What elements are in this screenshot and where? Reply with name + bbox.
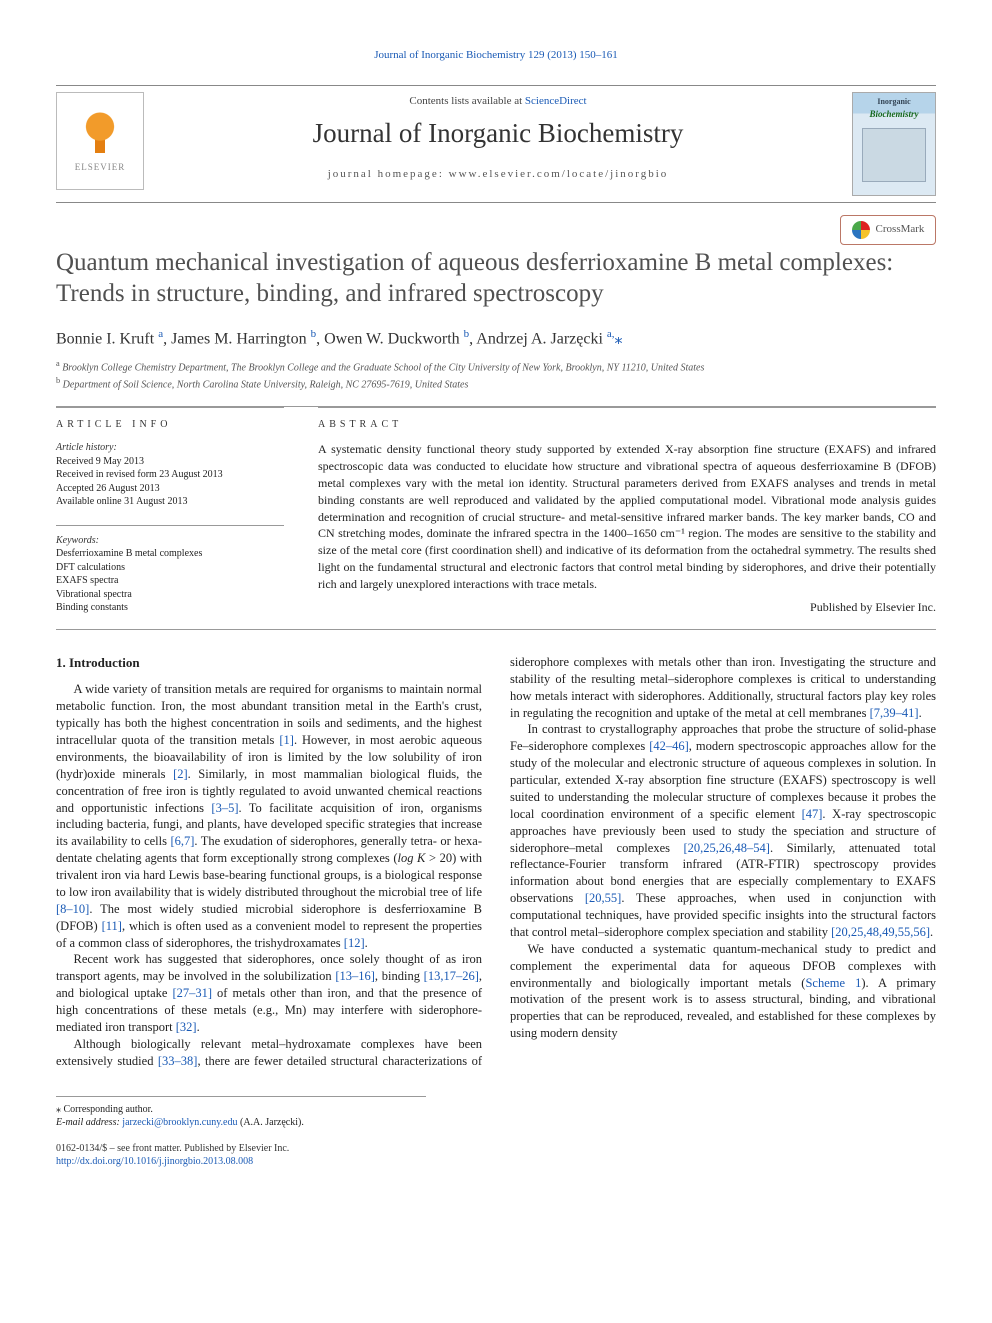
affiliation-b: b Department of Soil Science, North Caro… <box>56 375 936 392</box>
contents-line: Contents lists available at ScienceDirec… <box>154 94 842 109</box>
affil-link-b[interactable]: b <box>311 328 317 340</box>
scheme-link[interactable]: Scheme 1 <box>805 976 861 990</box>
cover-line-2: Biochemistry <box>870 108 919 120</box>
affil-link-a-2[interactable]: a, <box>607 328 615 340</box>
crossmark-label: CrossMark <box>876 222 925 237</box>
ref-link[interactable]: [33–38] <box>158 1054 198 1068</box>
ref-link[interactable]: [3–5] <box>211 801 238 815</box>
running-header-journal: Journal of Inorganic Biochemistry <box>374 49 525 61</box>
cover-line-1: Inorganic <box>877 97 910 108</box>
abstract-column: abstract A systematic density functional… <box>318 407 936 615</box>
affil-link-b-2[interactable]: b <box>464 328 470 340</box>
section-heading-introduction: 1. Introduction <box>56 654 482 672</box>
journal-cover-thumb: Inorganic Biochemistry <box>852 92 936 196</box>
keywords-label: Keywords: <box>56 534 284 548</box>
intro-paragraph-5: We have conducted a systematic quantum-m… <box>510 941 936 1042</box>
ref-link[interactable]: [42–46] <box>649 739 689 753</box>
footnotes: ⁎ Corresponding author. E-mail address: … <box>56 1096 426 1130</box>
keyword-3: EXAFS spectra <box>56 574 284 588</box>
email-label: E-mail address: <box>56 1117 120 1128</box>
doi-link[interactable]: http://dx.doi.org/10.1016/j.jinorgbio.20… <box>56 1156 253 1167</box>
journal-homepage-url: www.elsevier.com/locate/jinorgbio <box>449 168 669 180</box>
journal-homepage: journal homepage: www.elsevier.com/locat… <box>154 167 842 182</box>
running-header-issue: 129 (2013) 150–161 <box>528 49 618 61</box>
corresponding-email-link[interactable]: jarzecki@brooklyn.cuny.edu <box>122 1117 237 1128</box>
ref-link[interactable]: [7,39–41] <box>870 706 919 720</box>
ref-link[interactable]: [12] <box>344 936 365 950</box>
journal-title: Journal of Inorganic Biochemistry <box>154 115 842 151</box>
email-line: E-mail address: jarzecki@brooklyn.cuny.e… <box>56 1116 426 1130</box>
article-info-column: article info Article history: Received 9… <box>56 407 284 615</box>
crossmark-icon <box>852 221 870 239</box>
ref-link[interactable]: [20,25,26,48–54] <box>684 841 770 855</box>
masthead-center: Contents lists available at ScienceDirec… <box>154 92 842 196</box>
ref-link[interactable]: [8–10] <box>56 902 89 916</box>
ref-link[interactable]: [13–16] <box>335 969 375 983</box>
affil-link-a[interactable]: a <box>158 328 163 340</box>
ref-link[interactable]: [20,25,48,49,55,56] <box>831 925 930 939</box>
affiliation-a: a Brooklyn College Chemistry Department,… <box>56 358 936 375</box>
keyword-4: Vibrational spectra <box>56 588 284 602</box>
publisher-name: ELSEVIER <box>75 161 126 173</box>
ref-link[interactable]: [27–31] <box>172 986 212 1000</box>
ref-link[interactable]: [32] <box>176 1020 197 1034</box>
info-abstract-row: article info Article history: Received 9… <box>56 407 936 630</box>
affiliations: a Brooklyn College Chemistry Department,… <box>56 358 936 392</box>
email-owner: (A.A. Jarzęcki). <box>240 1117 304 1128</box>
history-online: Available online 31 August 2013 <box>56 495 284 509</box>
abstract-text: A systematic density functional theory s… <box>318 441 936 592</box>
crossmark-badge[interactable]: CrossMark <box>840 215 936 245</box>
publisher-logo: ELSEVIER <box>56 92 144 190</box>
keywords-block: Keywords: Desferrioxamine B metal comple… <box>56 525 284 615</box>
author-2: James M. Harrington <box>171 331 307 348</box>
corresponding-star-link[interactable]: ⁎ <box>615 331 623 348</box>
masthead: ELSEVIER Contents lists available at Sci… <box>56 85 936 203</box>
ref-link[interactable]: [6,7] <box>170 834 194 848</box>
issn-line: 0162-0134/$ – see front matter. Publishe… <box>56 1142 936 1156</box>
keyword-5: Binding constants <box>56 601 284 615</box>
contents-prefix: Contents lists available at <box>409 95 524 107</box>
front-matter: 0162-0134/$ – see front matter. Publishe… <box>56 1142 936 1169</box>
keyword-2: DFT calculations <box>56 561 284 575</box>
history-received: Received 9 May 2013 <box>56 455 284 469</box>
abstract-heading: abstract <box>318 418 936 432</box>
keyword-1: Desferrioxamine B metal complexes <box>56 547 284 561</box>
intro-paragraph-1: A wide variety of transition metals are … <box>56 681 482 951</box>
elsevier-tree-icon <box>78 109 122 153</box>
sciencedirect-link[interactable]: ScienceDirect <box>525 95 587 107</box>
body-columns: 1. Introduction A wide variety of transi… <box>56 654 936 1070</box>
ref-link[interactable]: [47] <box>802 807 823 821</box>
article-history-label: Article history: <box>56 441 284 455</box>
abstract-publisher-line: Published by Elsevier Inc. <box>318 599 936 615</box>
ref-link[interactable]: [1] <box>279 733 294 747</box>
article-info-heading: article info <box>56 418 284 432</box>
cover-image-icon <box>862 128 926 182</box>
intro-paragraph-2: Recent work has suggested that sideropho… <box>56 951 482 1035</box>
intro-paragraph-4: In contrast to crystallography approache… <box>510 721 936 940</box>
history-accepted: Accepted 26 August 2013 <box>56 482 284 496</box>
history-revised: Received in revised form 23 August 2013 <box>56 468 284 482</box>
ref-link[interactable]: [11] <box>102 919 122 933</box>
author-4: Andrzej A. Jarzęcki <box>476 331 603 348</box>
ref-link[interactable]: [2] <box>173 767 188 781</box>
article-title: Quantum mechanical investigation of aque… <box>56 247 936 310</box>
running-header: Journal of Inorganic Biochemistry 129 (2… <box>56 48 936 63</box>
running-header-link[interactable]: Journal of Inorganic Biochemistry 129 (2… <box>374 49 618 61</box>
authors-line: Bonnie I. Kruft a, James M. Harrington b… <box>56 327 936 350</box>
ref-link[interactable]: [20,55] <box>585 891 621 905</box>
author-3: Owen W. Duckworth <box>324 331 460 348</box>
author-1: Bonnie I. Kruft <box>56 331 154 348</box>
ref-link[interactable]: [13,17–26] <box>424 969 479 983</box>
corresponding-note: ⁎ Corresponding author. <box>56 1103 426 1117</box>
